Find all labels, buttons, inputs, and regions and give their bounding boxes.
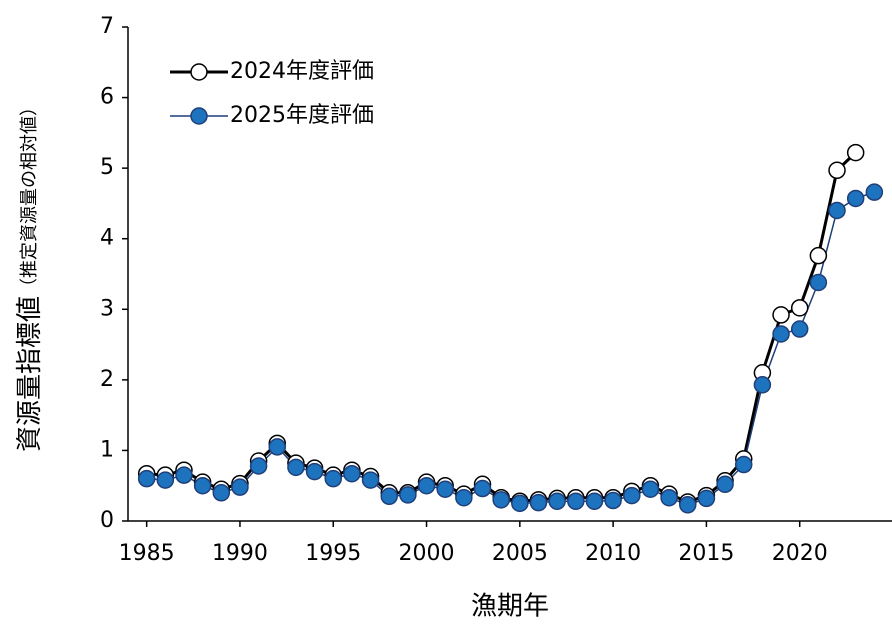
- marker: [790, 299, 809, 317]
- marker: [660, 488, 678, 507]
- x-tick-label: 1995: [305, 541, 361, 566]
- marker: [249, 457, 268, 475]
- legend-marker: [190, 107, 208, 125]
- marker: [156, 471, 175, 489]
- legend-label: 2025年度評価: [230, 103, 374, 128]
- y-label-sub: （推定資源量の相対値）: [19, 98, 40, 296]
- y-tick-label: 1: [100, 437, 114, 462]
- y-tick-label: 7: [100, 14, 114, 39]
- y-label-main: 資源量指標値: [15, 296, 45, 452]
- legend-marker: [190, 63, 208, 81]
- marker: [790, 320, 809, 338]
- marker: [567, 492, 585, 510]
- marker: [846, 143, 865, 162]
- x-tick-label: 2000: [399, 541, 455, 566]
- marker: [641, 480, 660, 498]
- marker: [212, 484, 231, 502]
- marker: [585, 492, 604, 510]
- y-tick-label: 5: [100, 155, 114, 180]
- marker: [716, 475, 734, 494]
- marker: [623, 486, 641, 505]
- marker: [305, 462, 324, 481]
- y-tick-label: 3: [100, 296, 114, 321]
- y-tick-label: 0: [100, 508, 114, 533]
- x-tick-label: 2020: [772, 541, 828, 566]
- marker: [828, 161, 846, 180]
- marker: [772, 306, 790, 324]
- marker: [343, 464, 361, 483]
- series-line: [146, 191, 875, 506]
- marker: [399, 486, 417, 504]
- x-tick-label: 2010: [585, 541, 641, 566]
- y-tick-label: 6: [100, 85, 114, 110]
- marker: [137, 469, 156, 488]
- marker: [231, 478, 249, 496]
- marker: [772, 325, 790, 343]
- marker: [846, 189, 865, 208]
- marker: [548, 492, 566, 510]
- marker: [604, 491, 622, 510]
- marker: [324, 469, 342, 488]
- marker: [511, 494, 529, 513]
- marker: [380, 487, 398, 506]
- marker: [473, 479, 492, 498]
- x-tick-label: 1985: [119, 541, 175, 566]
- marker: [417, 476, 436, 495]
- marker: [734, 455, 753, 474]
- marker: [809, 246, 828, 265]
- marker: [753, 376, 772, 394]
- x-tick-label: 1990: [212, 541, 268, 566]
- marker: [455, 488, 473, 507]
- marker: [697, 489, 716, 508]
- marker: [287, 458, 305, 477]
- y-tick-label: 2: [100, 367, 114, 392]
- marker: [268, 438, 287, 456]
- legend-label: 2024年度評価: [230, 59, 374, 84]
- x-axis-label: 漁期年: [471, 592, 549, 622]
- marker: [492, 491, 510, 509]
- marker: [679, 496, 697, 514]
- marker: [175, 466, 193, 484]
- marker: [865, 183, 884, 201]
- marker: [193, 476, 212, 495]
- marker: [809, 273, 828, 292]
- y-axis-label: 資源量指標値（推定資源量の相対値）: [15, 98, 45, 452]
- series-line: [146, 151, 857, 504]
- x-tick-label: 2005: [492, 541, 548, 566]
- x-tick-label: 2015: [678, 541, 734, 566]
- marker: [436, 480, 454, 498]
- marker: [828, 201, 846, 220]
- marker: [361, 471, 380, 489]
- y-tick-label: 4: [100, 226, 114, 251]
- marker: [529, 493, 548, 512]
